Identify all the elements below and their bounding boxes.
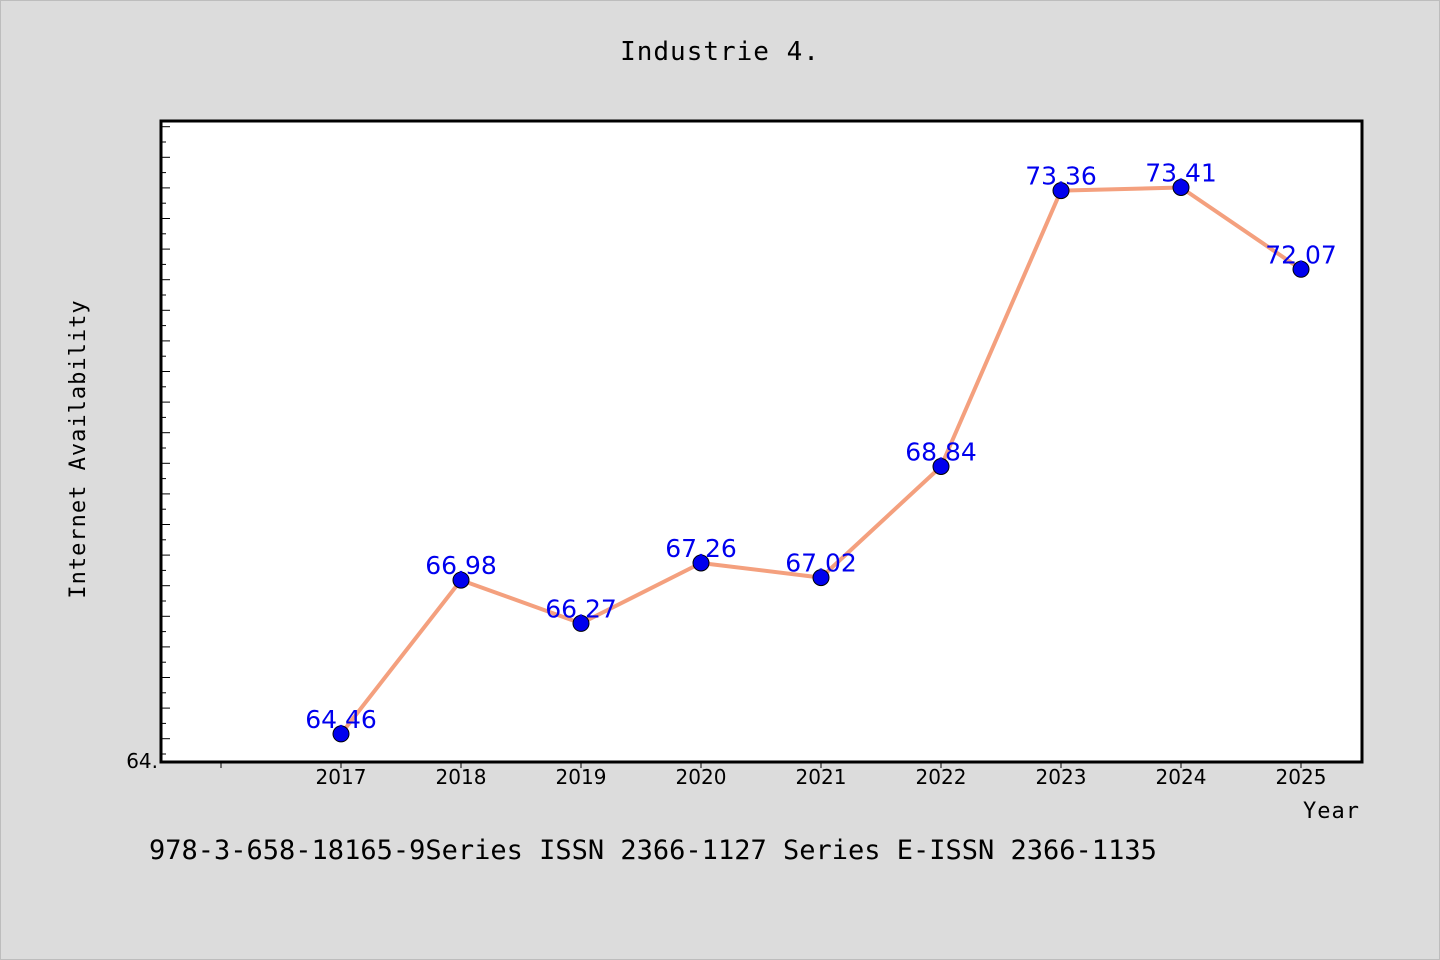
data-point [332, 725, 350, 743]
plot-frame [159, 119, 1364, 764]
data-label: 73.36 [1025, 162, 1097, 191]
plot-area [161, 121, 1362, 762]
x-tick-label: 2024 [1156, 765, 1207, 789]
x-axis-ticks: 2017 2018 2019 2020 2021 2022 2023 2024 2025 [220, 762, 1327, 789]
data-label: 67.02 [785, 549, 857, 578]
data-label: 66.27 [545, 594, 617, 623]
data-label: 67.26 [665, 534, 737, 563]
x-tick-label: 2020 [676, 765, 727, 789]
data-label: 68.84 [905, 438, 977, 467]
chart-title: Industrie 4. [620, 37, 820, 67]
x-tick-label: 2023 [1036, 765, 1087, 789]
x-tick-label: 2022 [916, 765, 967, 789]
data-label: 73.41 [1145, 159, 1217, 188]
data-label: 64.46 [305, 705, 377, 734]
footer-note: 978-3-658-18165-9Series ISSN 2366-1127 S… [149, 835, 1157, 866]
data-point [692, 554, 710, 572]
data-markers [332, 179, 1310, 743]
data-labels: 64.46 66.98 66.27 67.26 67.02 68.84 73.36 73.41… [305, 159, 1337, 734]
data-point [572, 614, 590, 632]
y-tick-label: 64. [126, 749, 158, 773]
x-tick-label: 2025 [1276, 765, 1327, 789]
data-point [932, 458, 950, 475]
x-tick-label: 2021 [796, 765, 847, 789]
x-tick-label: 2018 [436, 765, 487, 789]
data-point [1172, 179, 1190, 196]
data-label: 66.98 [425, 551, 497, 580]
x-tick-label: 2019 [556, 765, 607, 789]
data-label: 72.07 [1265, 240, 1337, 269]
data-point [1292, 260, 1310, 278]
y-axis-title: Internet Availability [66, 299, 91, 598]
x-axis-title: Year [1303, 799, 1360, 824]
x-tick-label: 2017 [316, 765, 367, 789]
data-point [1052, 182, 1070, 200]
data-point [812, 569, 830, 587]
data-point [452, 571, 470, 589]
